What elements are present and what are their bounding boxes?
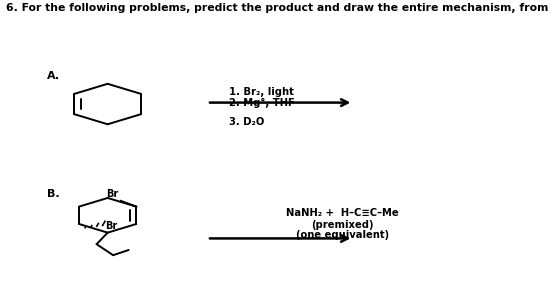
Text: (one equivalent): (one equivalent) xyxy=(296,230,389,240)
Text: 1. Br₂, light: 1. Br₂, light xyxy=(229,87,294,97)
Text: B.: B. xyxy=(47,189,60,199)
Text: (premixed): (premixed) xyxy=(311,220,374,230)
Text: Br: Br xyxy=(105,221,118,231)
Text: NaNH₂ +  H–C≡C–Me: NaNH₂ + H–C≡C–Me xyxy=(286,208,399,218)
Text: 3. D₂O: 3. D₂O xyxy=(229,117,264,127)
Text: 2. Mg°, THF: 2. Mg°, THF xyxy=(229,98,295,108)
Polygon shape xyxy=(79,224,104,229)
Text: A.: A. xyxy=(47,71,60,81)
Text: 6. For the following problems, predict the product and draw the entire mechanism: 6. For the following problems, predict t… xyxy=(6,3,552,13)
Text: Br: Br xyxy=(106,189,118,199)
